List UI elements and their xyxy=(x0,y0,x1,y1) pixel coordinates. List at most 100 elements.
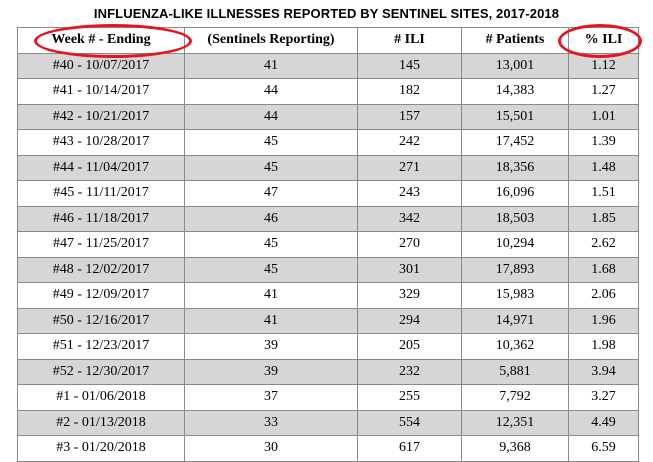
pct-ili-cell: 1.27 xyxy=(568,78,639,105)
week-cell: #49 - 12/09/2017 xyxy=(17,282,185,309)
week-cell: #46 - 11/18/2017 xyxy=(17,205,185,232)
header-week-label: Week # - Ending xyxy=(51,32,151,48)
patients-cell: 10,362 xyxy=(461,333,569,360)
table-row: #49 - 12/09/2017 41 329 15,983 2.06 xyxy=(17,282,639,309)
ili-count-cell: 329 xyxy=(357,282,462,309)
ili-count-cell: 294 xyxy=(357,307,462,334)
patients-cell: 18,503 xyxy=(461,205,569,232)
week-cell: #40 - 10/07/2017 xyxy=(17,52,185,79)
pct-ili-cell: 1.39 xyxy=(568,129,639,156)
pct-ili-cell: 3.94 xyxy=(568,358,639,385)
patients-cell: 14,971 xyxy=(461,307,569,334)
week-cell: #47 - 11/25/2017 xyxy=(17,231,185,258)
week-cell: #43 - 10/28/2017 xyxy=(17,129,185,156)
pct-ili-cell: 1.12 xyxy=(568,52,639,79)
table-row: #3 - 01/20/2018 30 617 9,368 6.59 xyxy=(17,435,639,462)
patients-cell: 13,001 xyxy=(461,52,569,79)
pct-ili-cell: 2.06 xyxy=(568,282,639,309)
sentinels-cell: 47 xyxy=(184,180,358,207)
week-cell: #1 - 01/06/2018 xyxy=(17,384,185,411)
week-cell: #44 - 11/04/2017 xyxy=(17,154,185,181)
patients-cell: 12,351 xyxy=(461,409,569,436)
table-row: #43 - 10/28/2017 45 242 17,452 1.39 xyxy=(17,129,639,156)
pct-ili-cell: 1.68 xyxy=(568,256,639,283)
week-cell: #50 - 12/16/2017 xyxy=(17,307,185,334)
table-row: #1 - 01/06/2018 37 255 7,792 3.27 xyxy=(17,384,639,411)
ili-count-cell: 145 xyxy=(357,52,462,79)
table-row: #50 - 12/16/2017 41 294 14,971 1.96 xyxy=(17,307,639,334)
table-row: #41 - 10/14/2017 44 182 14,383 1.27 xyxy=(17,78,639,105)
patients-cell: 5,881 xyxy=(461,358,569,385)
patients-cell: 15,983 xyxy=(461,282,569,309)
sentinels-cell: 39 xyxy=(184,358,358,385)
patients-cell: 9,368 xyxy=(461,435,569,462)
sentinels-cell: 45 xyxy=(184,129,358,156)
table-row: #45 - 11/11/2017 47 243 16,096 1.51 xyxy=(17,180,639,207)
table-row: #51 - 12/23/2017 39 205 10,362 1.98 xyxy=(17,333,639,360)
ili-count-cell: 617 xyxy=(357,435,462,462)
week-cell: #42 - 10/21/2017 xyxy=(17,103,185,130)
header-pct-ili: % ILI xyxy=(557,24,642,59)
ili-count-cell: 554 xyxy=(357,409,462,436)
week-cell: #2 - 01/13/2018 xyxy=(17,409,185,436)
pct-ili-cell: 1.48 xyxy=(568,154,639,181)
week-cell: #48 - 12/02/2017 xyxy=(17,256,185,283)
table-row: #46 - 11/18/2017 46 342 18,503 1.85 xyxy=(17,205,639,232)
sentinels-cell: 46 xyxy=(184,205,358,232)
pct-ili-cell: 1.51 xyxy=(568,180,639,207)
pct-ili-cell: 4.49 xyxy=(568,409,639,436)
header-sentinels: (Sentinels Reporting) xyxy=(184,27,358,54)
sentinels-cell: 39 xyxy=(184,333,358,360)
ili-count-cell: 301 xyxy=(357,256,462,283)
week-cell: #45 - 11/11/2017 xyxy=(17,180,185,207)
ili-count-cell: 342 xyxy=(357,205,462,232)
header-patients: # Patients xyxy=(461,27,569,54)
table-row: #40 - 10/07/2017 41 145 13,001 1.12 xyxy=(17,52,639,79)
ili-count-cell: 205 xyxy=(357,333,462,360)
sentinels-cell: 41 xyxy=(184,282,358,309)
header-ili: # ILI xyxy=(357,27,462,54)
patients-cell: 18,356 xyxy=(461,154,569,181)
table-row: #42 - 10/21/2017 44 157 15,501 1.01 xyxy=(17,103,639,130)
sentinels-cell: 30 xyxy=(184,435,358,462)
sentinels-cell: 44 xyxy=(184,78,358,105)
patients-cell: 14,383 xyxy=(461,78,569,105)
patients-cell: 17,452 xyxy=(461,129,569,156)
ili-count-cell: 243 xyxy=(357,180,462,207)
ili-count-cell: 232 xyxy=(357,358,462,385)
table-title: INFLUENZA-LIKE ILLNESSES REPORTED BY SEN… xyxy=(93,6,560,21)
ili-count-cell: 182 xyxy=(357,78,462,105)
ili-count-cell: 242 xyxy=(357,129,462,156)
sentinels-cell: 37 xyxy=(184,384,358,411)
pct-ili-cell: 1.96 xyxy=(568,307,639,334)
sentinels-cell: 33 xyxy=(184,409,358,436)
week-cell: #41 - 10/14/2017 xyxy=(17,78,185,105)
ili-table: Week # - Ending (Sentinels Reporting) # … xyxy=(17,24,642,462)
ili-count-cell: 255 xyxy=(357,384,462,411)
table-body: #40 - 10/07/2017 41 145 13,001 1.12 #41 - 10/… xyxy=(17,52,639,462)
table-row: #47 - 11/25/2017 45 270 10,294 2.62 xyxy=(17,231,639,258)
pct-ili-cell: 1.85 xyxy=(568,205,639,232)
sentinels-cell: 44 xyxy=(184,103,358,130)
sentinels-cell: 45 xyxy=(184,256,358,283)
sentinels-cell: 41 xyxy=(184,307,358,334)
pct-ili-cell: 6.59 xyxy=(568,435,639,462)
week-cell: #52 - 12/30/2017 xyxy=(17,358,185,385)
header-row: Week # - Ending (Sentinels Reporting) # … xyxy=(17,24,642,59)
patients-cell: 10,294 xyxy=(461,231,569,258)
ili-count-cell: 157 xyxy=(357,103,462,130)
patients-cell: 17,893 xyxy=(461,256,569,283)
header-pct-ili-label: % ILI xyxy=(584,32,623,48)
patients-cell: 7,792 xyxy=(461,384,569,411)
pct-ili-cell: 3.27 xyxy=(568,384,639,411)
table-row: #44 - 11/04/2017 45 271 18,356 1.48 xyxy=(17,154,639,181)
pct-ili-cell: 1.01 xyxy=(568,103,639,130)
table-row: #48 - 12/02/2017 45 301 17,893 1.68 xyxy=(17,256,639,283)
table-row: #2 - 01/13/2018 33 554 12,351 4.49 xyxy=(17,409,639,436)
week-cell: #51 - 12/23/2017 xyxy=(17,333,185,360)
week-cell: #3 - 01/20/2018 xyxy=(17,435,185,462)
sentinels-cell: 41 xyxy=(184,52,358,79)
ili-count-cell: 271 xyxy=(357,154,462,181)
sentinels-cell: 45 xyxy=(184,154,358,181)
sentinels-cell: 45 xyxy=(184,231,358,258)
